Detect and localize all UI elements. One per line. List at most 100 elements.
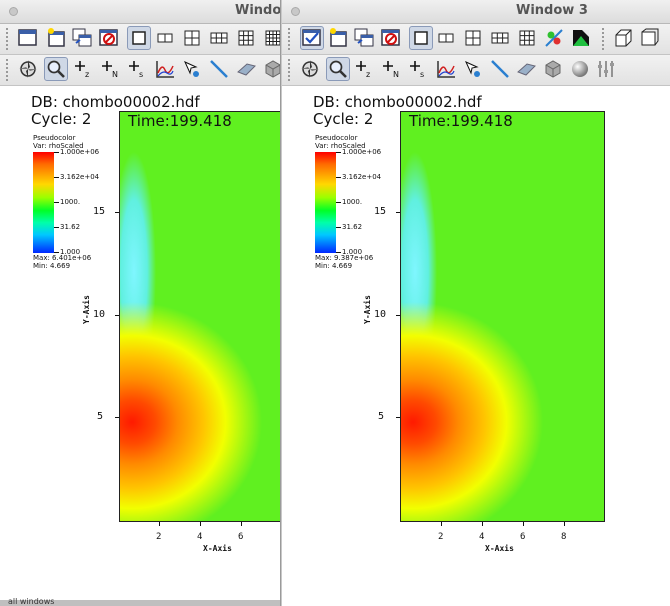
cycle-label: Cycle: 2 (31, 110, 92, 128)
x-axis-title: X-Axis (485, 544, 514, 553)
delete-window-icon[interactable] (380, 27, 402, 49)
new-window-icon[interactable] (17, 27, 39, 49)
layout-2x3-icon[interactable] (208, 27, 230, 49)
line-tool-icon[interactable] (489, 58, 511, 80)
color-bar-label: 1.000e+06 (342, 148, 382, 156)
lineout-icon[interactable] (154, 58, 176, 80)
x-tick-label: 6 (238, 532, 244, 542)
title-bar[interactable]: Windo (0, 0, 280, 24)
x-tick-label: 6 (520, 532, 526, 542)
x-tick (482, 522, 483, 526)
y-axis-title: Y-Axis (363, 295, 372, 324)
color-bar-tick (54, 202, 59, 203)
zone-pick-icon[interactable]: z (354, 58, 376, 80)
3d-view-icon[interactable] (612, 27, 634, 49)
spreadsheet-pick-icon[interactable]: s (408, 58, 430, 80)
plane-tool-icon[interactable] (515, 58, 537, 80)
clone-window-icon[interactable] (327, 27, 349, 49)
box-tool-icon[interactable] (542, 58, 564, 80)
toolbar-grip[interactable] (288, 59, 295, 81)
time-label: Time:199.418 (128, 112, 232, 130)
color-bar-tick (54, 177, 59, 178)
layout-4x4-icon[interactable] (262, 27, 280, 49)
legend-max: Max: 9.387e+06 (315, 254, 374, 262)
color-bar-label: 1000. (60, 198, 81, 206)
x-tick (523, 522, 524, 526)
x-tick-label: 2 (156, 532, 162, 542)
layout-3x3-icon[interactable] (235, 27, 257, 49)
layout-2x3-icon[interactable] (489, 27, 511, 49)
window-close-button[interactable] (9, 7, 18, 16)
sphere-tool-icon[interactable] (569, 58, 591, 80)
pseudocolor-plot[interactable]: Time:199.418 (119, 111, 280, 522)
color-bar-label: 31.62 (60, 223, 81, 231)
svg-text:z: z (366, 70, 370, 79)
plot-area[interactable]: DB: chombo00002.hdf Cycle: 2 Pseudocolor… (282, 86, 670, 606)
plane-tool-icon[interactable] (235, 58, 257, 80)
node-pick-icon[interactable]: N (381, 58, 403, 80)
x-tick (241, 522, 242, 526)
layout-2x2-icon[interactable] (462, 27, 484, 49)
zoom-icon[interactable] (44, 57, 68, 81)
color-bar-label: 31.62 (342, 223, 363, 231)
color-bar-label: 1.000e+06 (60, 148, 100, 156)
color-bar-tick (54, 152, 59, 153)
navigate-icon[interactable] (299, 58, 321, 80)
cycle-label: Cycle: 2 (313, 110, 374, 128)
svg-text:s: s (420, 70, 424, 79)
zone-pick-icon[interactable]: z (73, 58, 95, 80)
x-tick (159, 522, 160, 526)
vis-window-3[interactable]: Window 3 z N s DB: chombo00002.hdf (281, 0, 670, 606)
color-bar-label: 1.000 (342, 248, 363, 256)
toolbar-grip[interactable] (6, 28, 13, 50)
active-window-icon[interactable] (300, 26, 324, 50)
plot-area[interactable]: DB: chombo00002.hdf Cycle: 2 Pseudocolor… (0, 86, 280, 606)
color-bar-label: 3.162e+04 (60, 173, 100, 181)
spin-icon[interactable] (570, 27, 592, 49)
toolbar-grip[interactable] (288, 28, 295, 50)
y-tick (115, 417, 119, 418)
layout-2x2-icon[interactable] (181, 27, 203, 49)
layout-1x2-icon[interactable] (435, 27, 457, 49)
x-axis-title: X-Axis (203, 544, 232, 553)
copy-window-icon[interactable] (353, 27, 375, 49)
y-tick-label: 15 (93, 206, 106, 217)
delete-window-icon[interactable] (98, 27, 120, 49)
toolbar-grip[interactable] (6, 59, 13, 81)
title-bar[interactable]: Window 3 (282, 0, 670, 24)
legend-title: Pseudocolor (315, 134, 358, 142)
navigate-icon[interactable] (17, 58, 39, 80)
lineout-icon[interactable] (435, 58, 457, 80)
box-view-icon[interactable] (638, 27, 660, 49)
vis-window-left[interactable]: Windo z N s DB: chombo00002.hdf Cycle: 2… (0, 0, 281, 606)
layout-1x1-icon[interactable] (127, 26, 151, 50)
spreadsheet-pick-icon[interactable]: s (127, 58, 149, 80)
color-bar-label: 1000. (342, 198, 363, 206)
legend-max: Max: 6.401e+06 (33, 254, 92, 262)
layout-3x3-icon[interactable] (516, 27, 538, 49)
color-bar-tick (336, 202, 341, 203)
axis-restrict-icon[interactable] (595, 58, 617, 80)
legend-variable: Var: rhoScaled (315, 142, 366, 150)
zoom-icon[interactable] (326, 57, 350, 81)
node-pick-icon[interactable]: N (100, 58, 122, 80)
line-tool-icon[interactable] (208, 58, 230, 80)
point-tool-icon[interactable] (181, 58, 203, 80)
point-tool-icon[interactable] (462, 58, 484, 80)
layout-1x1-icon[interactable] (409, 26, 433, 50)
copy-window-icon[interactable] (71, 27, 93, 49)
lock-icon[interactable] (543, 27, 565, 49)
window-close-button[interactable] (291, 7, 300, 16)
window-title: Windo (235, 3, 281, 18)
layout-1x2-icon[interactable] (154, 27, 176, 49)
toolbar-window (0, 24, 280, 55)
y-tick-label: 10 (93, 309, 106, 320)
svg-text:N: N (393, 70, 399, 79)
clone-window-icon[interactable] (45, 27, 67, 49)
x-tick-label: 4 (197, 532, 203, 542)
color-bar-label: 1.000 (60, 248, 81, 256)
box-tool-icon[interactable] (262, 58, 280, 80)
toolbar-grip[interactable] (602, 28, 609, 50)
pseudocolor-plot[interactable]: Time:199.418 (400, 111, 605, 522)
y-tick (115, 315, 119, 316)
